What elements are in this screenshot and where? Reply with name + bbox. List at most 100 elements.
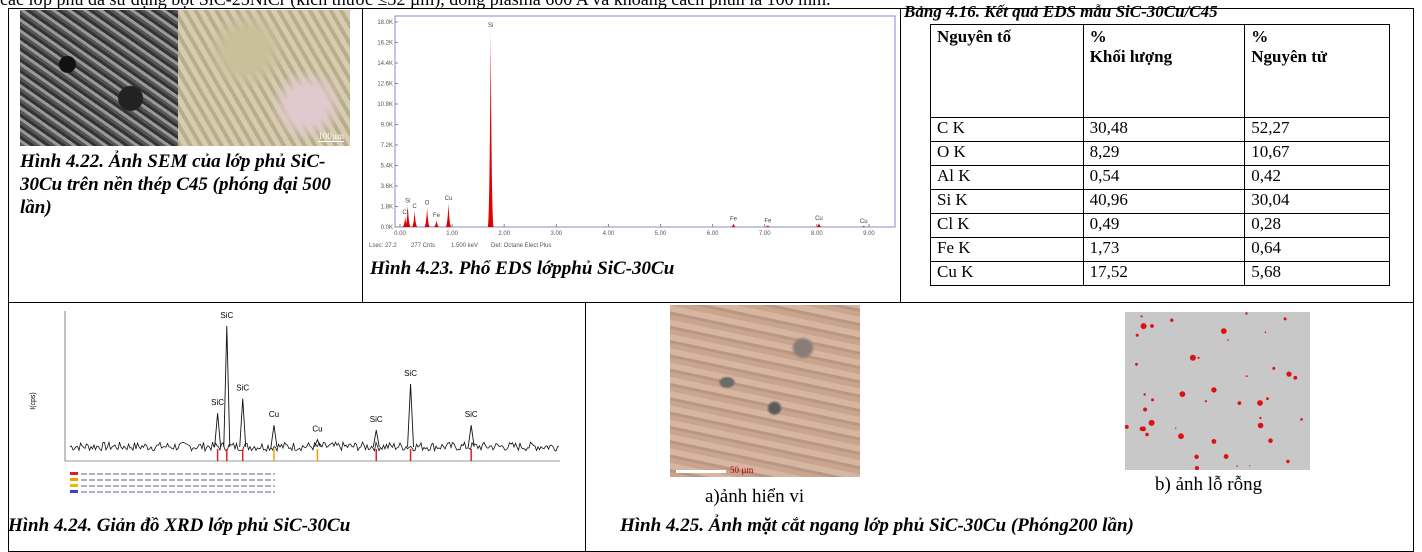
scale-bar (676, 470, 726, 473)
table-cell: C K (931, 118, 1084, 142)
subcaption: a)ảnh hiển vi (705, 486, 804, 508)
pore (1170, 319, 1173, 322)
xrd-peak (215, 413, 221, 447)
spectrum-peak (412, 211, 418, 227)
pore (1300, 418, 1303, 421)
pore (1257, 400, 1263, 406)
y-tick-label: 16.2K (377, 41, 393, 47)
table-cell: 0,42 (1245, 166, 1390, 190)
table-cell: 52,27 (1245, 118, 1390, 142)
table-cell: Cl K (931, 214, 1084, 238)
pore (1141, 323, 1147, 329)
figure-caption: Hình 4.23. Phổ EDS lớpphủ SiC-30Cu (370, 257, 730, 280)
xrd-peak (224, 326, 230, 447)
y-tick-label: 5.4K (381, 164, 393, 170)
header-cell: Nguyên tố (931, 25, 1084, 118)
xrd-peak (468, 425, 474, 447)
legend-swatch (70, 472, 78, 475)
pore (1249, 465, 1250, 466)
xrd-peak (373, 430, 379, 447)
figure-caption: Hình 4.24. Giản đồ XRD lớp phủ SiC-30Cu (8, 514, 350, 537)
peak-label: Fe (764, 218, 772, 224)
table-cell: Si K (931, 190, 1084, 214)
header-row: Nguyên tố% Khối lượng% Nguyên tử (931, 25, 1390, 118)
table-cell: 0,28 (1245, 214, 1390, 238)
pore (1224, 454, 1229, 459)
spectrum-peak (730, 224, 736, 227)
pore (1144, 393, 1146, 395)
x-tick-label: 0.00 (394, 231, 406, 237)
table-cell: Cu K (931, 262, 1084, 286)
pore (1143, 408, 1147, 412)
pore (1205, 400, 1207, 402)
y-tick-label: 1.8K (381, 205, 393, 211)
sem-image (20, 10, 178, 146)
y-axis-label: I(cps) (30, 392, 37, 410)
pore (1140, 427, 1145, 432)
figure-caption: Hình 4.25. Ảnh mặt cắt ngang lớp phủ SiC… (620, 514, 1134, 537)
pore (1149, 420, 1155, 426)
peak-label: SiC (211, 398, 224, 407)
x-tick-label: 7.00 (759, 231, 771, 237)
pore (1180, 391, 1186, 397)
footer-text: 1.500 keV (451, 243, 478, 249)
table-cell: 10,67 (1245, 142, 1390, 166)
header-cell: % Khối lượng (1083, 25, 1245, 118)
table-cell: 0,54 (1083, 166, 1245, 190)
y-tick-label: 12.6K (377, 82, 393, 88)
table-cell: Fe K (931, 238, 1084, 262)
pore (1227, 339, 1229, 341)
footer-text: 277 Cnts (411, 243, 435, 249)
y-tick-label: 3.6K (381, 184, 393, 190)
y-tick-label: 10.8K (377, 102, 393, 108)
image-background (1125, 312, 1310, 470)
table-cell: 5,68 (1245, 262, 1390, 286)
pore (1151, 398, 1154, 401)
x-tick-label: 3.00 (550, 231, 562, 237)
peak-label: Cu (312, 425, 322, 434)
peak-label: Cu (269, 410, 279, 419)
peak-label: C (412, 204, 417, 210)
peak-label: SiC (236, 384, 249, 393)
table-caption: Bảng 4.16. Kết quả EDS mẫu SiC-30Cu/C45 (904, 2, 1218, 22)
table-cell: 17,52 (1083, 262, 1245, 286)
pore (1178, 433, 1184, 439)
pore (1266, 397, 1269, 400)
spectrum-peak (433, 220, 439, 227)
table-cell: 8,29 (1083, 142, 1245, 166)
table-cell: Al K (931, 166, 1084, 190)
subcaption: b) ảnh lỗ rỗng (1155, 474, 1262, 496)
table-cell: 0,64 (1245, 238, 1390, 262)
x-tick-label: 9.00 (863, 231, 875, 237)
table-cell: 0,49 (1083, 214, 1245, 238)
figure-caption: Hình 4.22. Ảnh SEM của lớp phủ SiC-30Cu … (20, 150, 360, 219)
table-cell: 30,04 (1245, 190, 1390, 214)
page-body: các lớp phủ đã sử dụng bột SiC-25NiCr (k… (0, 0, 1422, 538)
peak-label: Si (488, 23, 493, 29)
peak-label: Fe (730, 217, 738, 223)
peak-label: Cu (445, 196, 453, 202)
pore (1236, 465, 1238, 467)
x-tick-label: 2.00 (498, 231, 510, 237)
pore (1286, 460, 1289, 463)
pore (1212, 439, 1217, 444)
spectrum-peak (445, 203, 451, 227)
pore (1268, 438, 1273, 443)
x-tick-label: 1.00 (446, 231, 458, 237)
table-cell: 40,96 (1083, 190, 1245, 214)
optical-image: 100µm (178, 10, 350, 146)
x-tick-label: 8.00 (811, 231, 823, 237)
table-row: Cl K0,490,28 (931, 214, 1390, 238)
pore (1175, 428, 1176, 429)
pore (1265, 331, 1267, 333)
peak-label: SiC (465, 410, 478, 419)
pore (1284, 317, 1287, 320)
peak-label: Cu (860, 219, 868, 225)
peak-label: Cu (815, 216, 823, 222)
